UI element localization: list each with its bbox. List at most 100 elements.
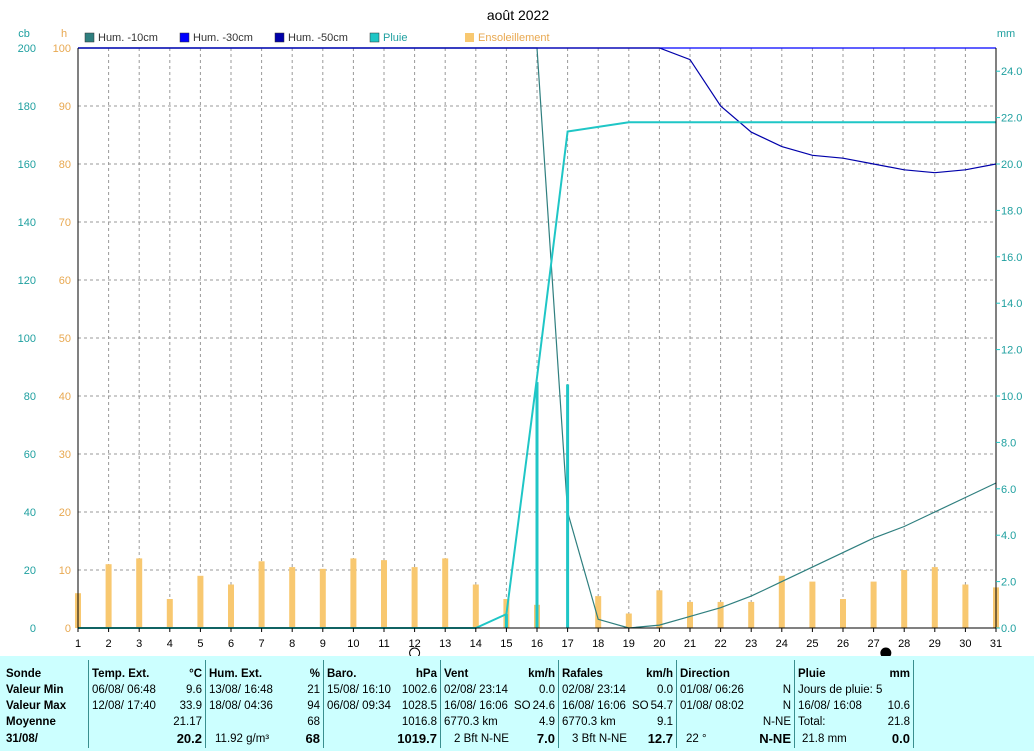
legend-swatch xyxy=(84,32,95,43)
sunshine-bar xyxy=(258,561,265,628)
x-tick-label: 27 xyxy=(867,638,879,650)
y-tick-label-cb: 100 xyxy=(18,333,36,345)
series-line-pluie xyxy=(78,121,996,629)
axis-unit-h: h xyxy=(61,28,67,40)
sunshine-bar xyxy=(748,601,755,628)
x-tick-label: 20 xyxy=(653,638,665,650)
x-tick-label: 18 xyxy=(592,638,604,650)
sunshine-bar xyxy=(840,599,846,628)
vent-avg: 4.9 xyxy=(539,716,555,728)
vent-max-val: 24.6 xyxy=(532,700,555,712)
direction-max-val: N xyxy=(782,700,791,712)
legend-swatch xyxy=(465,33,474,42)
y-tick-label-cb: 180 xyxy=(18,101,36,113)
sunshine-bar xyxy=(472,584,479,628)
rafales-unit: km/h xyxy=(646,668,673,680)
sunshine-bar xyxy=(901,570,908,628)
x-tick-label: 14 xyxy=(470,638,482,650)
vent-min-date: 02/08/ 23:14 xyxy=(444,684,508,696)
pluie-jours: Jours de pluie: 5 xyxy=(798,684,883,696)
chart: août 2022 cb h mm Hum. -10cm Hum. -30cm Hu… xyxy=(18,7,1022,656)
hum-min-val: 21 xyxy=(307,684,320,696)
sunshine-bar xyxy=(136,558,143,628)
hum-title: Hum. Ext. xyxy=(209,668,263,680)
x-tick-label: 6 xyxy=(228,638,234,650)
x-tick-label: 26 xyxy=(837,638,849,650)
sunshine-bar xyxy=(228,584,234,628)
x-tick-label: 8 xyxy=(289,638,295,650)
baro-avg: 1016.8 xyxy=(401,716,437,728)
y-tick-label-h: 90 xyxy=(59,101,71,113)
rafales-current: 12.7 xyxy=(647,731,673,746)
baro-min-date: 15/08/ 16:10 xyxy=(327,684,391,696)
x-tick-label: 23 xyxy=(745,638,757,650)
y-tick-label-mm: 6.0 xyxy=(1001,484,1016,496)
baro-title: Baro. xyxy=(327,668,357,680)
legend-label: Pluie xyxy=(383,32,407,44)
sunshine-bar xyxy=(166,599,173,628)
vent-dist: 6770.3 km xyxy=(444,716,498,728)
stats-temp: Temp. Ext. °C 06/08/ 06:48 9.6 12/08/ 17:4… xyxy=(89,660,206,748)
x-tick-label: 24 xyxy=(776,638,788,650)
y-tick-label-cb: 0 xyxy=(30,623,36,635)
y-tick-label-mm: 4.0 xyxy=(1001,530,1016,542)
pluie-max-date: 16/08/ 16:08 xyxy=(798,700,862,712)
legend-swatch xyxy=(179,32,190,43)
legend-label: Hum. -30cm xyxy=(193,32,253,44)
temp-avg: 21.17 xyxy=(173,716,202,728)
hum-current: 68 xyxy=(305,731,320,746)
pluie-total-label: Total: xyxy=(798,716,826,728)
y-tick-label-h: 100 xyxy=(53,43,71,55)
temp-max-val: 33.9 xyxy=(179,700,202,712)
y-tick-label-mm: 18.0 xyxy=(1001,205,1022,217)
sunshine-bar xyxy=(625,613,632,628)
y-tick-label-cb: 200 xyxy=(18,43,36,55)
hum-abs: 11.92 g/m³ xyxy=(215,733,270,745)
y-tick-label-h: 50 xyxy=(59,333,71,345)
sunshine-bar xyxy=(809,581,816,628)
label-max: Valeur Max xyxy=(6,700,67,712)
direction-min-date: 01/08/ 06:26 xyxy=(680,684,744,696)
rain-daily-bar xyxy=(535,382,539,628)
temp-current: 20.2 xyxy=(176,731,202,746)
rain-daily-bar xyxy=(566,384,570,628)
sunshine-bar xyxy=(289,567,296,628)
y-tick-label-h: 30 xyxy=(59,449,71,461)
y-tick-label-mm: 14.0 xyxy=(1001,298,1022,310)
x-tick-label: 16 xyxy=(531,638,543,650)
legend-label: Hum. -10cm xyxy=(98,32,158,44)
x-tick-label: 19 xyxy=(623,638,635,650)
temp-unit: °C xyxy=(189,668,202,680)
vent-title: Vent xyxy=(444,668,469,680)
y-tick-label-mm: 2.0 xyxy=(1001,577,1016,589)
hum-unit: % xyxy=(309,668,320,680)
stats-hum: Hum. Ext.% 13/08/ 16:48 21 18/08/ 04:36 94… xyxy=(206,660,324,748)
x-tick-label: 28 xyxy=(898,638,910,650)
label-min: Valeur Min xyxy=(6,684,64,696)
y-tick-label-mm: 10.0 xyxy=(1001,391,1022,403)
stats-direction: Direction 01/08/ 06:26 N 01/08/ 08:02 N N-… xyxy=(677,660,795,748)
x-tick-label: 30 xyxy=(959,638,971,650)
pluie-unit: mm xyxy=(889,668,910,680)
x-tick-label: 2 xyxy=(106,638,112,650)
hum-min-date: 13/08/ 16:48 xyxy=(209,684,273,696)
x-tick-label: 12 xyxy=(408,638,420,650)
x-tick-label: 9 xyxy=(320,638,326,650)
hum-max-date: 18/08/ 04:36 xyxy=(209,700,273,712)
vent-bft: 2 Bft N-NE xyxy=(454,733,509,745)
vent-unit: km/h xyxy=(528,668,555,680)
sunshine-bar xyxy=(931,567,938,628)
y-tick-label-h: 60 xyxy=(59,275,71,287)
y-tick-label-cb: 160 xyxy=(18,159,36,171)
sunshine-bar xyxy=(319,568,326,628)
rafales-max-val: 54.7 xyxy=(650,700,673,712)
stats-vent: Vent km/h 02/08/ 23:14 0.0 16/08/ 16:06 SO 2… xyxy=(441,660,559,748)
tick-labels: 0204060801001201401601802000102030405060… xyxy=(18,43,1022,656)
sunshine-bar xyxy=(197,575,204,628)
y-tick-label-h: 40 xyxy=(59,391,71,403)
vent-min-val: 0.0 xyxy=(539,684,555,696)
y-tick-label-mm: 22.0 xyxy=(1001,113,1022,125)
sunshine-bar xyxy=(962,584,969,628)
full-moon-icon xyxy=(880,647,892,656)
stats-labels: Sonde Valeur Min Valeur Max Moyenne 31/0… xyxy=(3,660,89,748)
